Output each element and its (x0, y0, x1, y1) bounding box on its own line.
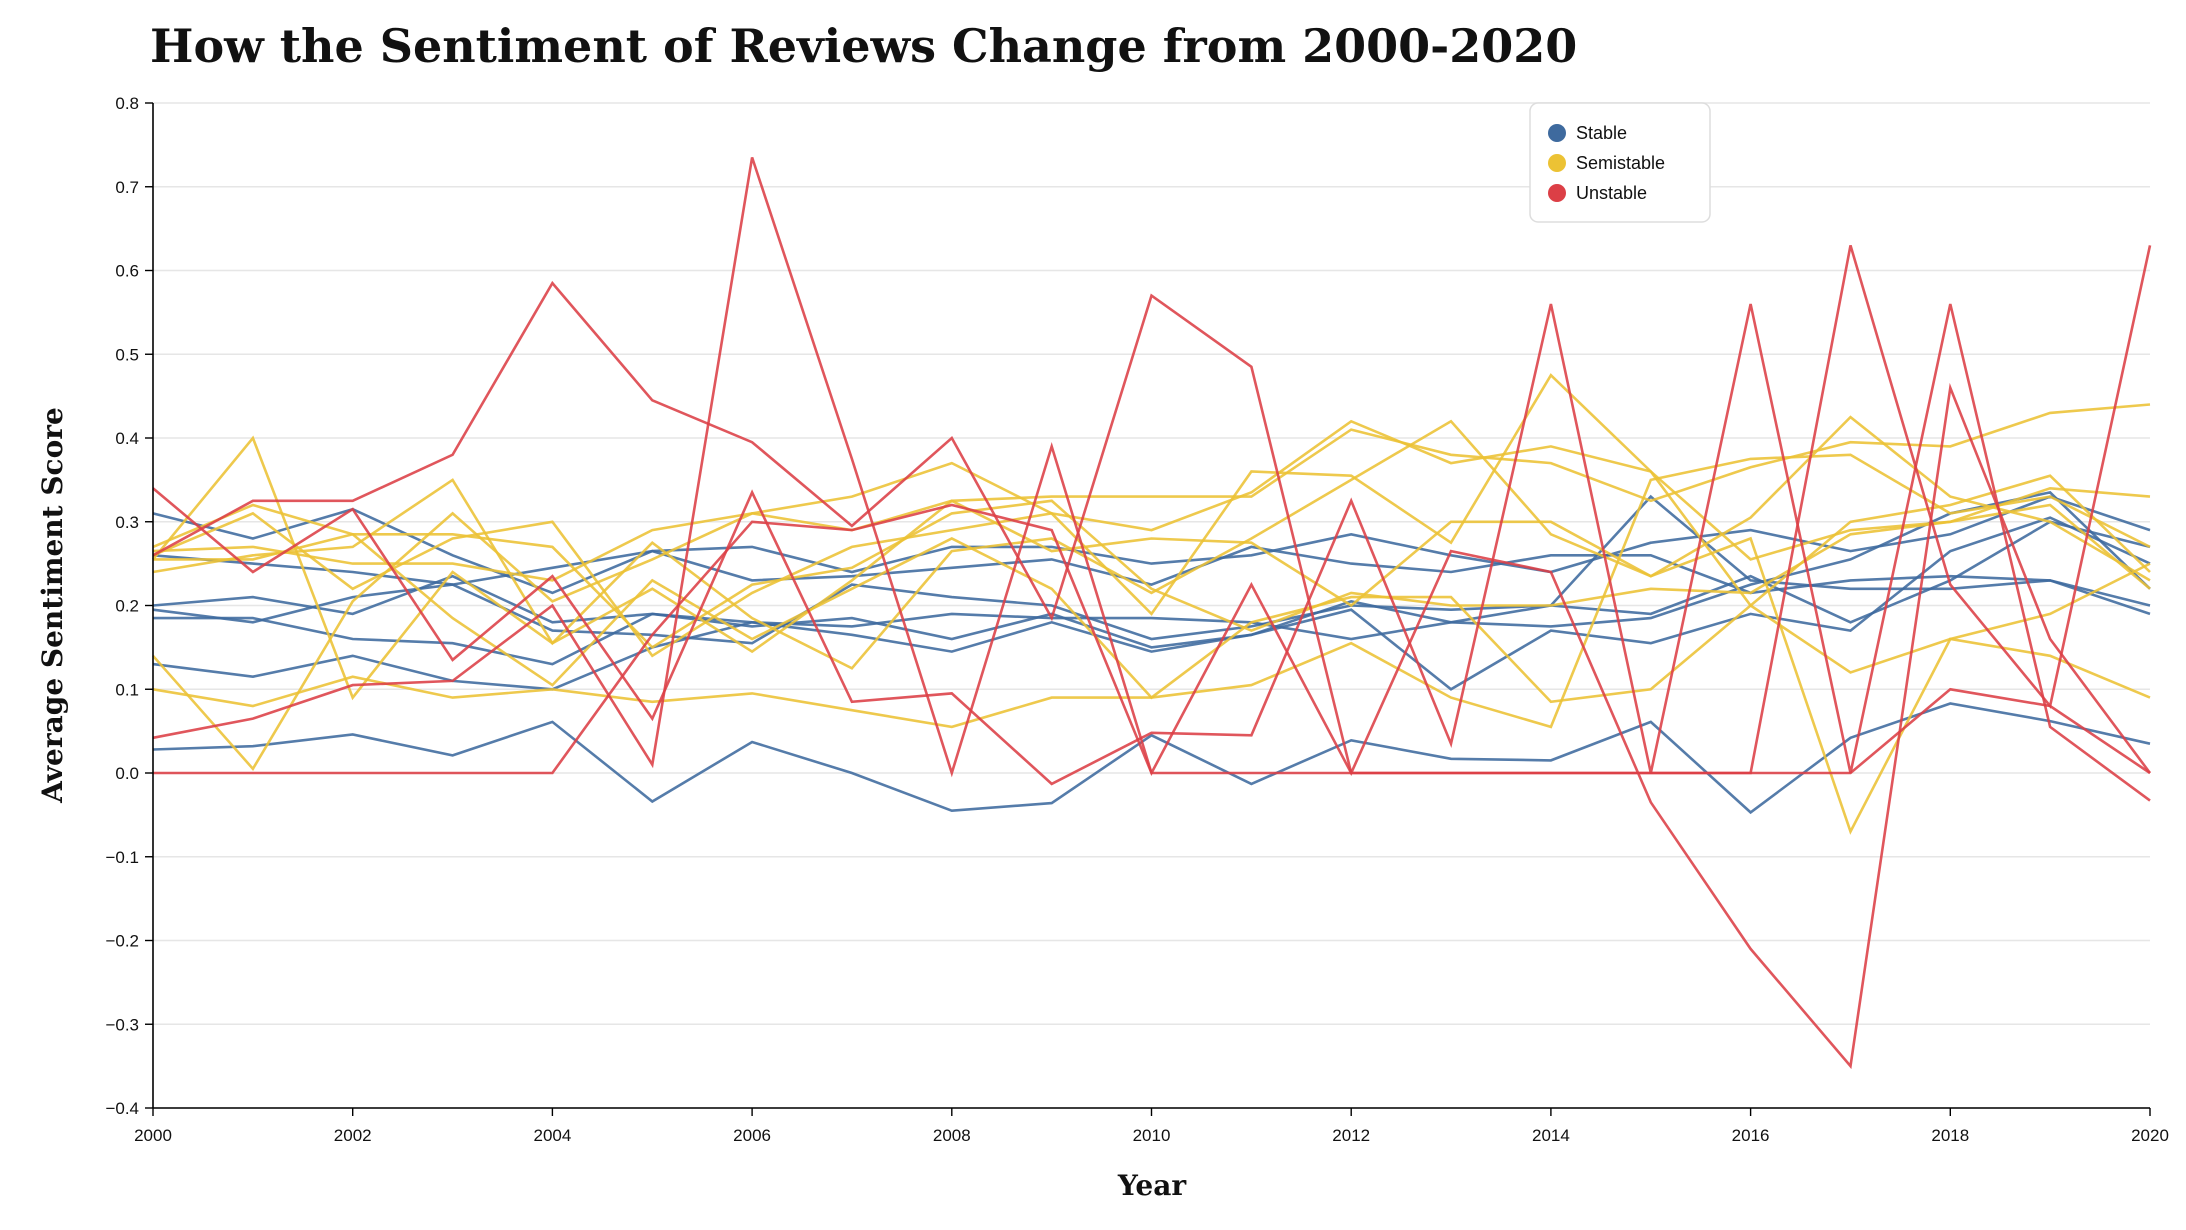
y-tick-label: −0.2 (105, 932, 139, 951)
series-line-semistable-7 (152, 474, 2151, 704)
legend-marker-unstable (1548, 184, 1566, 202)
series-line-stable-3 (152, 545, 2151, 607)
series-line-semistable-8 (153, 499, 2151, 650)
gridlines (153, 102, 2150, 1109)
legend-label-semistable: Semistable (1576, 153, 1665, 173)
legend-label-stable: Stable (1576, 123, 1627, 143)
y-tick-label: −0.3 (105, 1015, 139, 1034)
y-tick-label: 0.1 (115, 680, 139, 699)
x-tick-label: 2008 (933, 1126, 971, 1145)
y-tick-label: −0.1 (105, 848, 139, 867)
series-lines (151, 156, 2152, 1070)
series-line-stable-7 (152, 702, 2151, 815)
y-tick-label: 0.6 (115, 262, 139, 281)
y-tick-label: 0.4 (115, 429, 139, 448)
series-line-semistable-3 (151, 403, 2151, 701)
legend-box (1529, 102, 1711, 223)
series-line-stable-1 (152, 495, 2151, 595)
legend-label-unstable: Unstable (1576, 183, 1647, 203)
x-tick-label: 2014 (1532, 1126, 1570, 1145)
chart-title: How the Sentiment of Reviews Change from… (150, 19, 1577, 73)
x-tick-label: 2010 (1133, 1126, 1171, 1145)
legend-marker-semistable (1548, 154, 1566, 172)
y-tick-label: 0.2 (115, 597, 139, 616)
series-line-stable-5 (152, 516, 2151, 691)
y-tick-label: 0.3 (115, 513, 139, 532)
x-tick-label: 2004 (533, 1126, 571, 1145)
x-tick-label: 2012 (1332, 1126, 1370, 1145)
y-tick-label: 0.8 (115, 94, 139, 113)
x-tick-label: 2002 (334, 1126, 372, 1145)
series-line-semistable-4 (152, 499, 2151, 835)
x-tick-label: 2000 (134, 1126, 172, 1145)
legend-marker-stable (1548, 124, 1566, 142)
x-tick-label: 2006 (733, 1126, 771, 1145)
y-tick-label: 0.5 (115, 345, 139, 364)
x-tick-label: 2016 (1732, 1126, 1770, 1145)
y-axis-title: Average Sentiment Score (36, 407, 69, 804)
x-axis-title: Year (1117, 1169, 1188, 1202)
series-line-stable-4 (153, 520, 2151, 666)
legend: Stable Semistable Unstable (1529, 102, 1711, 223)
series-line-unstable-4 (153, 382, 2152, 1070)
series-line-semistable-6 (152, 373, 2151, 674)
y-tick-label: 0.7 (115, 178, 139, 197)
series-line-semistable-1 (152, 419, 2151, 582)
x-tick-label: 2020 (2131, 1126, 2169, 1145)
series-line-unstable-2 (152, 280, 2151, 775)
x-tick-label: 2018 (1931, 1126, 1969, 1145)
series-line-unstable-1 (152, 303, 2151, 802)
series-line-stable-2 (152, 490, 2151, 649)
series-line-stable-6 (152, 494, 2151, 645)
y-tick-label: −0.4 (105, 1099, 139, 1118)
series-line-unstable-3 (152, 156, 2152, 778)
y-tick-label: 0.0 (115, 764, 139, 783)
axes: 0.8 0.7 0.6 0.5 0.4 0.3 0.2 0.1 0.0 −0.1 −0.2 −0.3 −… (105, 94, 2168, 1145)
